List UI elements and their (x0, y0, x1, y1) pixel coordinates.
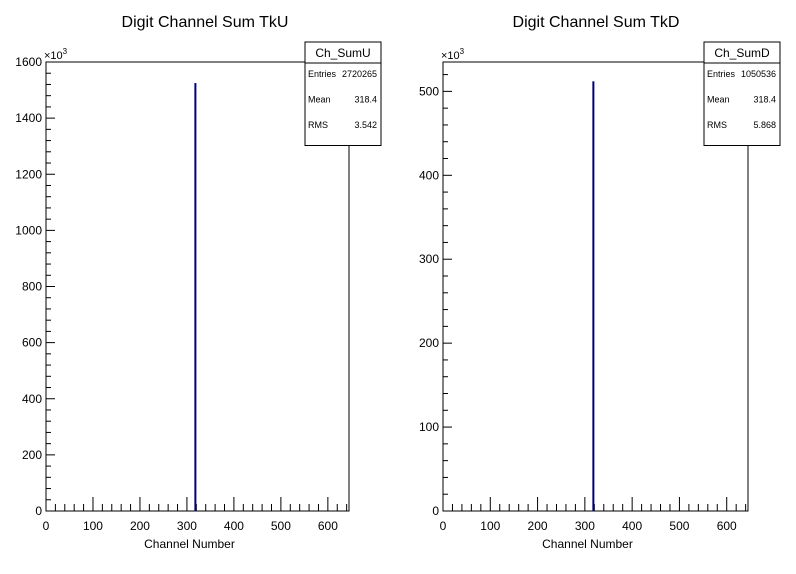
histogram-bin (194, 83, 197, 511)
x-tick-label: 0 (440, 519, 447, 533)
x-tick-label: 600 (318, 519, 338, 533)
x-tick-label: 0 (43, 519, 50, 533)
y-tick-label: 200 (22, 448, 42, 462)
stats-row-value: 2720265 (342, 69, 377, 79)
y-tick-label: 200 (419, 336, 439, 350)
y-tick-label: 400 (22, 392, 42, 406)
plot-frame (442, 61, 749, 512)
x-tick-label: 400 (622, 519, 642, 533)
y-tick-label: 1400 (15, 111, 42, 125)
x-tick-label: 100 (480, 519, 500, 533)
y-tick-label: 1600 (15, 55, 42, 69)
histogram-pad-2: Digit Channel Sum TkD ×103 0 100 200 300 400 50… (419, 14, 781, 551)
y-tick-label: 400 (419, 168, 439, 182)
x-tick-label: 200 (130, 519, 150, 533)
chart-title: Digit Channel Sum TkD (513, 14, 680, 31)
x-axis-label: Channel Number (144, 537, 235, 551)
chart-title: Digit Channel Sum TkU (122, 14, 289, 31)
stats-row-label: Entries (308, 69, 337, 79)
x-tick-label: 300 (177, 519, 197, 533)
y-tick-label: 800 (22, 280, 42, 294)
stats-row-value: 318.4 (354, 95, 377, 105)
x-tick-label: 300 (575, 519, 595, 533)
stats-row-label: RMS (707, 120, 727, 130)
stats-name: Ch_SumU (315, 46, 370, 60)
stats-row-label: Mean (308, 95, 331, 105)
x-tick-label: 500 (271, 519, 291, 533)
plot-frame (45, 61, 350, 512)
x-tick-label: 200 (528, 519, 548, 533)
x-tick-label: 500 (669, 519, 689, 533)
stats-box (304, 41, 382, 146)
y-tick-label: 100 (419, 420, 439, 434)
stats-row-value: 5.868 (753, 120, 776, 130)
y-tick-label: 600 (22, 336, 42, 350)
histogram-bin (592, 81, 595, 512)
y-exponent-label: ×103 (44, 47, 68, 62)
y-exponent-label: ×103 (441, 47, 465, 62)
x-tick-label: 400 (224, 519, 244, 533)
y-tick-label: 500 (419, 84, 439, 98)
stats-row-label: RMS (308, 120, 328, 130)
x-tick-label: 600 (717, 519, 737, 533)
y-tick-label: 1000 (15, 223, 42, 237)
y-tick-label: 0 (432, 504, 439, 518)
stats-row-label: Entries (707, 69, 736, 79)
stats-row-value: 318.4 (753, 95, 776, 105)
y-tick-label: 0 (35, 504, 42, 518)
stats-row-value: 1050536 (741, 69, 776, 79)
stats-box (703, 41, 781, 146)
stats-name: Ch_SumD (714, 46, 770, 60)
histogram-pad-1: Digit Channel Sum TkU ×103 0 100 200 300 400 50… (15, 14, 382, 551)
stats-row-value: 3.542 (354, 120, 377, 130)
y-tick-label: 1200 (15, 167, 42, 181)
stats-row-label: Mean (707, 95, 730, 105)
x-axis-label: Channel Number (542, 537, 633, 551)
y-tick-label: 300 (419, 252, 439, 266)
x-tick-label: 100 (83, 519, 103, 533)
